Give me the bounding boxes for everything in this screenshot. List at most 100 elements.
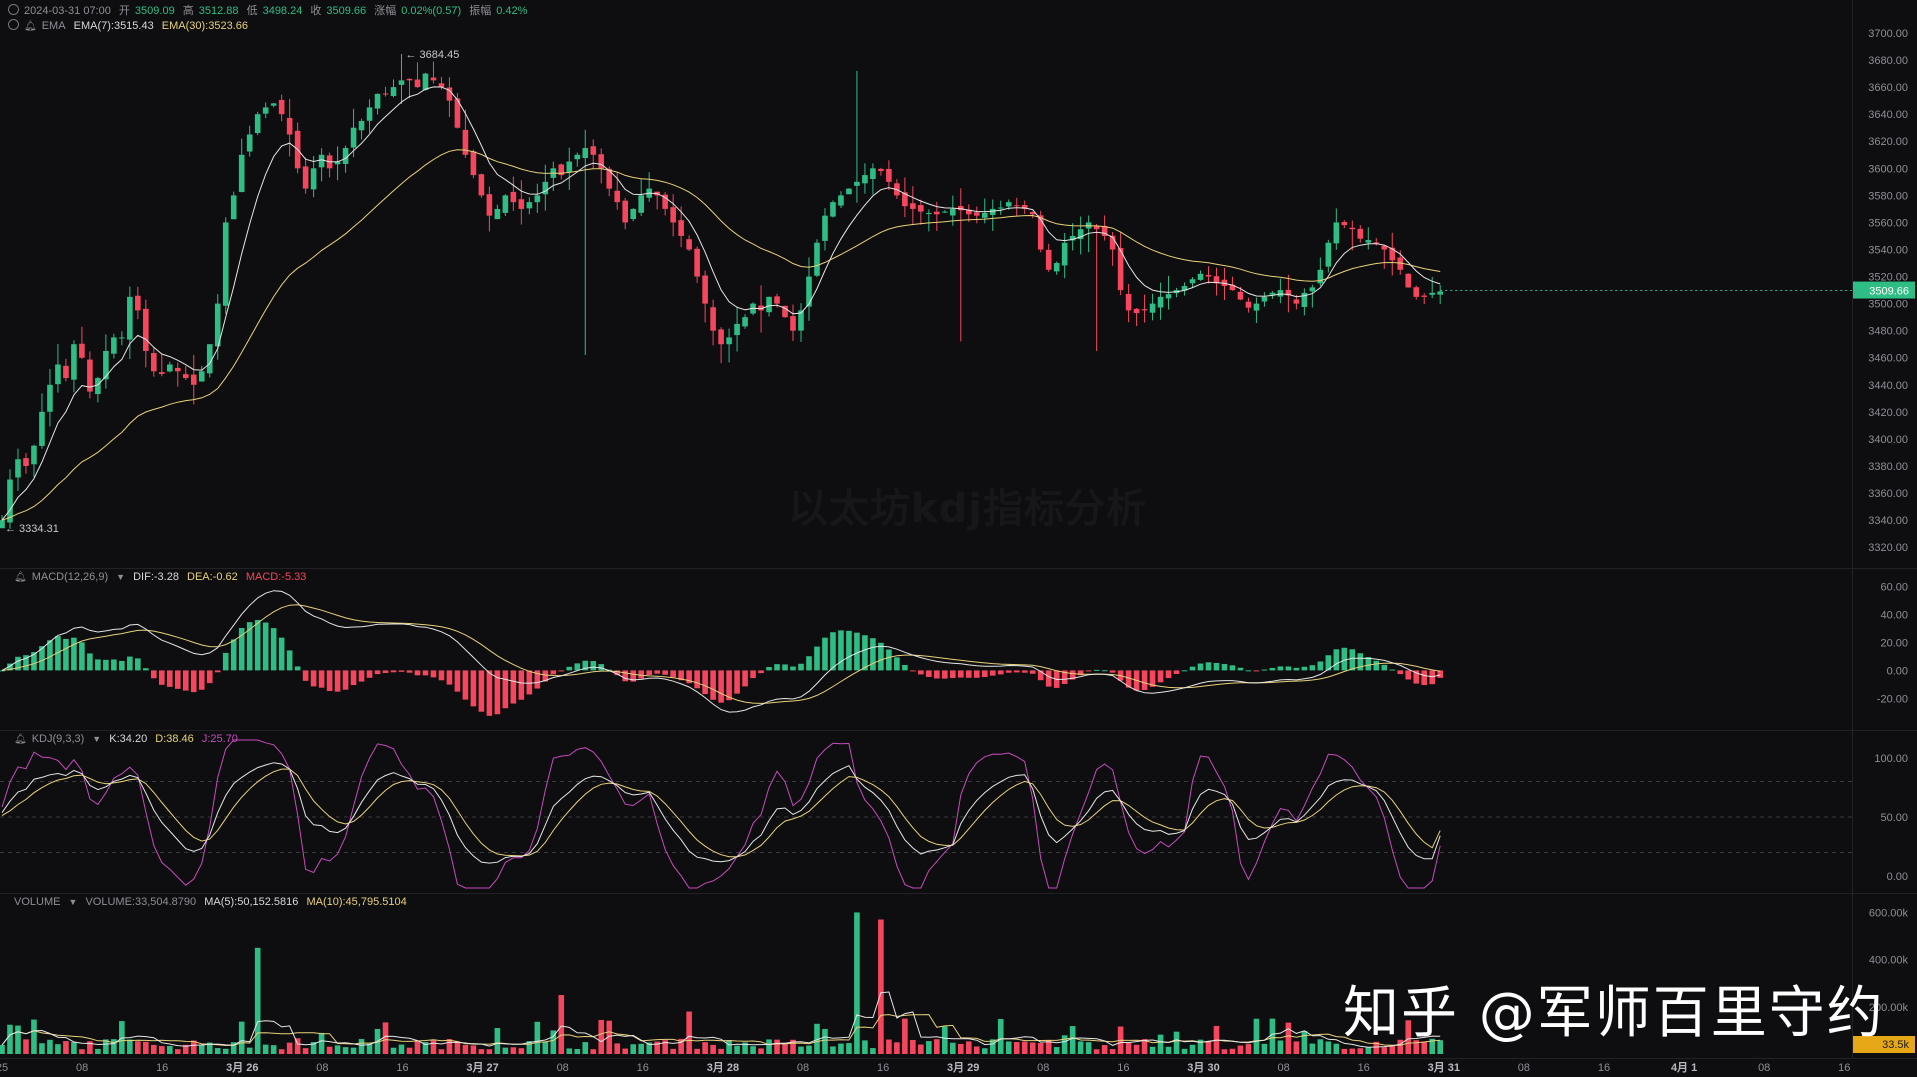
- macd-histogram-bar: [862, 635, 868, 671]
- volume-bar: [566, 1048, 573, 1054]
- macd-histogram-bar: [1269, 667, 1276, 671]
- candle-body: [1261, 296, 1268, 302]
- candle-body: [246, 134, 253, 152]
- candle-body: [382, 93, 389, 95]
- candle-body: [1301, 292, 1308, 307]
- chevron-down-icon[interactable]: ▼: [116, 572, 126, 582]
- volume-bar: [1077, 1041, 1084, 1054]
- d-legend: D:38.46: [155, 733, 194, 745]
- macd-histogram-bar: [262, 622, 269, 671]
- volume-bar: [534, 1021, 541, 1054]
- ema7-legend: EMA(7):3515.43: [73, 20, 154, 32]
- volume-bar: [1165, 1046, 1172, 1054]
- macd-histogram-bar: [294, 666, 301, 671]
- volume-bar: [246, 1047, 253, 1054]
- kdj-pane[interactable]: [0, 739, 1852, 889]
- macd-histogram-bar: [526, 670, 533, 695]
- volume-bar: [670, 1048, 676, 1054]
- candle-body: [406, 78, 413, 81]
- volume-bar: [87, 1041, 93, 1054]
- candle-body: [582, 148, 589, 158]
- time-tick-label: 16: [637, 1062, 649, 1074]
- macd-histogram-bar: [1373, 660, 1380, 671]
- macd-histogram-bar: [414, 670, 421, 676]
- macd-histogram-bar: [1317, 661, 1324, 671]
- candle-body: [1181, 286, 1188, 291]
- volume-bar: [390, 1047, 397, 1054]
- candle-body: [262, 107, 269, 114]
- macd-pane[interactable]: [0, 590, 1443, 716]
- candle-body: [1389, 247, 1396, 261]
- volume-bar: [1037, 1043, 1044, 1054]
- candle-body: [566, 161, 573, 172]
- volume-bar: [646, 1042, 652, 1054]
- macd-histogram-bar: [758, 670, 764, 674]
- candle-body: [798, 310, 804, 331]
- macd-histogram-bar: [119, 660, 125, 671]
- visibility-icon[interactable]: [8, 19, 19, 30]
- ohlc-header: 2024-03-31 07:00 开 3509.09 高 3512.88 低 3498…: [8, 2, 532, 18]
- candle-body: [1213, 276, 1220, 284]
- candle-body: [973, 212, 980, 216]
- time-tick-label: 3月 28: [707, 1061, 739, 1074]
- price-pane[interactable]: ← 3684.45 ← 3334.31: [0, 49, 1852, 535]
- volume-bar: [558, 995, 565, 1054]
- volume-bar: [1133, 1044, 1140, 1054]
- volume-bar: [886, 1039, 892, 1054]
- price-tick-label: 3460.00: [1868, 353, 1908, 365]
- dea-legend: DEA:-0.62: [187, 571, 238, 583]
- candle-body: [334, 161, 341, 165]
- macd-histogram-bar: [958, 670, 964, 678]
- candle-body: [1141, 309, 1148, 311]
- candle-body: [1037, 215, 1044, 250]
- candle-body: [918, 205, 924, 212]
- candle-body: [886, 168, 892, 182]
- volume-bar: [1397, 1039, 1404, 1054]
- macd-legend: 🔔︎ MACD(12,26,9) ▼ DIF:-3.28 DEA:-0.62 MAC…: [14, 571, 311, 583]
- macd-histogram-bar: [1389, 669, 1396, 671]
- candle-body: [302, 166, 309, 189]
- bell-icon[interactable]: 🔔︎: [14, 572, 27, 583]
- candle-body: [23, 458, 29, 466]
- macd-histogram-bar: [718, 670, 724, 703]
- volume-pane[interactable]: [0, 912, 1443, 1054]
- macd-histogram-bar: [1085, 670, 1092, 672]
- candle-body: [1309, 287, 1316, 292]
- macd-histogram-bar: [510, 670, 517, 704]
- candle-body: [1077, 229, 1084, 240]
- visibility-icon[interactable]: [8, 4, 19, 15]
- chevron-down-icon[interactable]: ▼: [92, 734, 102, 744]
- time-tick-label: 25: [0, 1062, 8, 1074]
- macd-histogram-bar: [111, 659, 117, 671]
- volume-value-legend: VOLUME:33,504.8790: [85, 896, 197, 908]
- candle-body: [1157, 296, 1164, 308]
- candle-body: [622, 200, 629, 223]
- macd-histogram-bar: [23, 655, 29, 671]
- volume-bar: [206, 1042, 213, 1054]
- bell-icon[interactable]: 🔔︎: [14, 734, 27, 745]
- macd-histogram-bar: [734, 670, 740, 694]
- macd-histogram-bar: [1069, 670, 1076, 680]
- volume-bar: [502, 1047, 509, 1054]
- price-tick-label: 3520.00: [1868, 272, 1908, 284]
- macd-histogram-bar: [798, 663, 804, 671]
- macd-histogram-bar: [135, 658, 141, 671]
- candle-body: [31, 445, 37, 465]
- time-tick-label: 16: [877, 1062, 889, 1074]
- volume-bar: [1045, 1039, 1052, 1054]
- candle-body: [1117, 248, 1124, 291]
- volume-bar: [1029, 1042, 1036, 1054]
- macd-histogram-bar: [1045, 670, 1052, 687]
- volume-bar: [1429, 1038, 1436, 1054]
- macd-histogram-bar: [1237, 667, 1244, 671]
- macd-histogram-bar: [7, 663, 13, 671]
- macd-histogram-bar: [582, 660, 589, 671]
- macd-histogram-bar: [686, 670, 692, 684]
- volume-bar: [398, 1044, 405, 1054]
- volume-bar: [1101, 1045, 1108, 1054]
- kdj-legend-name: KDJ(9,3,3): [31, 733, 85, 745]
- bell-icon[interactable]: 🔔︎: [24, 21, 37, 32]
- volume-bar: [151, 1044, 157, 1054]
- chevron-down-icon[interactable]: ▼: [68, 897, 78, 907]
